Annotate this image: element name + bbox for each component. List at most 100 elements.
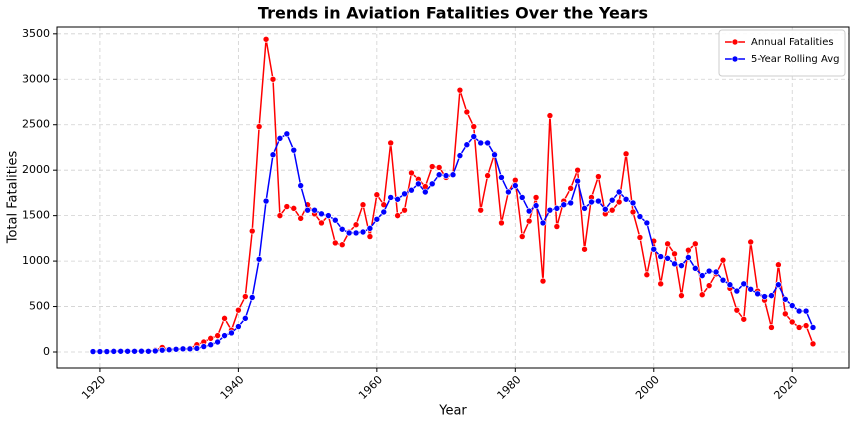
point — [747, 238, 754, 246]
chart-title: Trends in Aviation Fatalities Over the Y… — [258, 4, 648, 23]
point — [505, 188, 512, 196]
point — [525, 207, 533, 215]
point — [172, 345, 180, 353]
point — [165, 346, 173, 354]
point — [311, 206, 318, 214]
point — [214, 332, 221, 339]
point — [449, 171, 457, 179]
point — [269, 151, 277, 159]
point — [456, 86, 464, 94]
point — [117, 347, 124, 355]
point — [498, 219, 505, 227]
point — [276, 212, 284, 219]
point — [775, 261, 782, 269]
point — [124, 347, 131, 355]
point — [338, 241, 346, 249]
point — [685, 246, 692, 254]
point — [712, 268, 720, 276]
point — [325, 212, 332, 219]
point — [394, 195, 401, 203]
point — [408, 186, 415, 194]
x-tick-label: 1960 — [356, 373, 385, 402]
point — [401, 206, 408, 214]
point — [484, 172, 491, 179]
point — [269, 75, 277, 83]
point — [782, 310, 789, 318]
point — [352, 221, 360, 229]
point — [276, 135, 284, 142]
point — [692, 240, 699, 248]
point — [394, 212, 401, 219]
x-tick-label: 1940 — [218, 373, 247, 402]
point — [740, 280, 748, 288]
point — [422, 188, 429, 196]
point — [290, 205, 298, 212]
point — [207, 341, 214, 349]
point — [477, 206, 484, 214]
point — [290, 146, 298, 154]
point — [221, 332, 228, 339]
point — [698, 272, 706, 279]
point — [318, 219, 325, 227]
point — [512, 176, 519, 184]
point — [692, 265, 699, 272]
point — [657, 280, 664, 288]
point — [705, 282, 713, 289]
y-tick-label: 3000 — [22, 72, 50, 85]
point — [782, 295, 789, 303]
point — [345, 229, 353, 237]
point — [297, 215, 304, 222]
point — [96, 348, 104, 355]
point — [248, 294, 256, 301]
point — [629, 208, 637, 216]
point — [532, 202, 540, 209]
point — [581, 205, 588, 212]
point — [283, 203, 291, 210]
point — [560, 201, 568, 209]
point — [408, 169, 415, 177]
point — [643, 271, 651, 279]
point — [456, 152, 464, 159]
point — [103, 348, 111, 355]
point — [387, 194, 394, 201]
point — [698, 291, 706, 299]
point — [131, 347, 138, 355]
point — [283, 130, 291, 138]
point — [463, 141, 471, 149]
point — [262, 35, 270, 43]
point — [636, 213, 644, 220]
point — [719, 256, 727, 264]
point — [622, 150, 630, 158]
point — [207, 335, 214, 342]
point — [733, 287, 741, 295]
y-tick-label: 0 — [43, 345, 50, 358]
point — [186, 345, 194, 353]
point — [214, 338, 221, 346]
point — [242, 315, 249, 322]
point — [248, 227, 256, 235]
point — [297, 182, 304, 189]
point — [359, 201, 367, 209]
point — [193, 345, 201, 352]
y-tick-label: 3500 — [22, 27, 50, 40]
point — [733, 306, 741, 314]
point — [415, 180, 422, 188]
series-line — [93, 39, 814, 353]
point — [740, 315, 748, 323]
point — [89, 348, 97, 355]
point — [595, 173, 602, 180]
point — [138, 347, 145, 355]
point — [705, 267, 713, 275]
point — [512, 182, 519, 189]
point — [802, 322, 810, 329]
point — [235, 306, 242, 314]
point — [768, 292, 775, 299]
point — [574, 177, 581, 185]
point — [664, 240, 671, 248]
point — [435, 171, 443, 179]
point — [318, 210, 325, 218]
point — [567, 199, 574, 207]
point — [761, 293, 768, 300]
point — [401, 190, 408, 198]
point — [435, 164, 443, 171]
